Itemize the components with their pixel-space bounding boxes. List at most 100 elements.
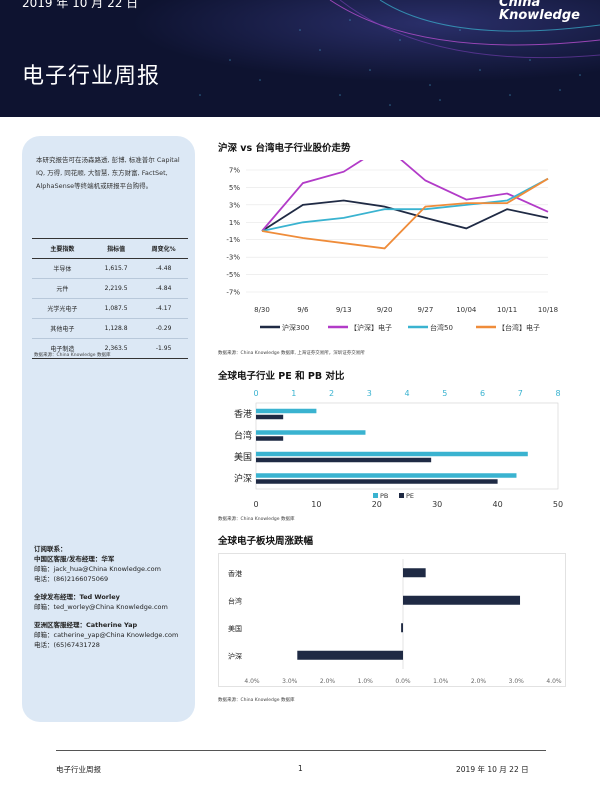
- bar: [401, 623, 403, 633]
- table-cell: 其他电子: [32, 318, 93, 339]
- top-axis-tick-label: 2: [329, 389, 334, 398]
- bar: [256, 408, 317, 414]
- table-cell: -4.48: [139, 258, 188, 279]
- table-cell: 半导体: [32, 258, 93, 279]
- line-chart-source: 数据来源：China Knowledge 数据库, 上海证券交易所，深圳证券交易…: [218, 351, 365, 356]
- x-tick-label: 10/04: [456, 306, 477, 314]
- top-axis-tick-label: 5: [442, 389, 447, 398]
- weekly-change-chart-title: 全球电子板块周涨跌幅: [218, 536, 314, 547]
- top-axis-tick-label: 1: [291, 389, 296, 398]
- x-tick-label: 4.0%: [244, 678, 260, 685]
- bottom-axis-tick-label: 50: [553, 500, 563, 509]
- report-title: 电子行业周报: [22, 64, 161, 89]
- asia-phone: 电话：(65)67431728: [34, 641, 100, 649]
- pe-pb-chart-source: 数据来源：China Knowledge 数据库: [218, 517, 295, 522]
- legend-swatch: [399, 493, 404, 498]
- table-cell: -1.95: [139, 338, 188, 359]
- line-chart-title: 沪深 vs 台湾电子行业股价走势: [218, 143, 351, 154]
- bar: [256, 451, 528, 457]
- table-cell: -4.84: [139, 278, 188, 299]
- footer-title: 电子行业周报: [56, 765, 101, 774]
- top-axis-tick-label: 3: [367, 389, 372, 398]
- category-label: 香港: [234, 408, 252, 420]
- bar: [256, 479, 498, 484]
- bar: [403, 595, 521, 605]
- x-tick-label: 3.0%: [282, 678, 298, 685]
- index-table: 主要指数 指标值 周变化% 半导体 1,615.7 -4.48 元件 2,219…: [32, 238, 188, 359]
- china-email[interactable]: 邮箱：jack_hua@China Knowledge.com: [34, 565, 161, 573]
- series-line: [261, 199, 549, 232]
- logo-line-2: Knowledge: [499, 8, 580, 23]
- x-tick-label: 9/27: [418, 306, 434, 314]
- legend-label: 【台湾】电子: [498, 323, 540, 332]
- china-phone: 电话：(86)2166075069: [34, 575, 109, 583]
- legend-label: 【沪深】电子: [350, 323, 392, 332]
- banner-decoration: [0, 0, 600, 117]
- y-tick-label: 1%: [229, 219, 240, 227]
- table-cell: 电子制造: [32, 338, 93, 359]
- series-line: [261, 177, 549, 232]
- intro-text: 本研究报告可在汤森路透, 彭博, 标准普尔 Capital IQ, 万得, 同花…: [36, 156, 180, 190]
- bottom-axis-tick-label: 10: [311, 500, 321, 509]
- y-tick-label: 7%: [229, 167, 240, 175]
- y-tick-label: -5%: [226, 271, 240, 279]
- y-tick-label: -1%: [226, 236, 240, 244]
- bar: [297, 650, 403, 660]
- x-tick-label: 10/11: [497, 306, 517, 314]
- x-tick-label: 10/18: [538, 306, 558, 314]
- asia-manager: 亚洲区客服经理：Catherine Yap: [34, 621, 138, 629]
- table-row: 光学光电子 1,087.5 -4.17: [32, 298, 188, 319]
- china-knowledge-logo: China Knowledge: [499, 0, 580, 22]
- chart-border: [218, 553, 566, 687]
- table-cell: 光学光电子: [32, 298, 93, 319]
- series-line: [261, 160, 549, 232]
- global-manager: 全球发布经理：Ted Worley: [34, 593, 120, 601]
- top-axis-tick-label: 8: [555, 389, 560, 398]
- table-cell: 1,087.5: [92, 298, 140, 319]
- table-cell: 2,219.5: [92, 278, 140, 299]
- x-tick-label: 4.0%: [546, 678, 562, 685]
- bar: [256, 430, 366, 435]
- table-header: 指标值: [92, 238, 140, 259]
- category-label: 沪深: [228, 651, 242, 660]
- table-row: 电子制造 2,363.5 -1.95: [32, 338, 188, 359]
- y-tick-label: -7%: [226, 289, 240, 297]
- category-label: 沪深: [234, 472, 252, 484]
- bottom-axis-tick-label: 30: [432, 500, 442, 509]
- legend-label: PE: [406, 492, 414, 500]
- contact-title: 订阅联系：: [34, 545, 67, 553]
- weekly-change-bar-chart: 4.0% 3.0% 2.0% 1.0% 0.0% 1.0% 2.0% 3.0% 4.0% 香港台湾…: [218, 553, 566, 687]
- y-tick-label: -3%: [226, 254, 240, 262]
- footer-date: 2019 年 10 月 22 日: [456, 765, 529, 774]
- category-label: 台湾: [228, 596, 242, 605]
- x-tick-label: 3.0%: [509, 678, 525, 685]
- table-source: 数据来源：China Knowledge 数据库: [34, 353, 111, 358]
- china-manager: 中国区客服/发布经理：华军: [34, 555, 115, 563]
- page-number: 1: [298, 764, 303, 773]
- x-tick-label: 9/6: [297, 306, 309, 314]
- category-label: 美国: [228, 624, 242, 633]
- bottom-axis-tick-label: 20: [372, 500, 382, 509]
- weekly-change-chart-source: 数据来源：China Knowledge 数据库: [218, 698, 295, 703]
- table-cell: 2,363.5: [92, 338, 140, 359]
- bottom-axis-tick-label: 40: [493, 500, 503, 509]
- category-label: 台湾: [234, 429, 252, 441]
- asia-email[interactable]: 邮箱：catherine_yap@China Knowledge.com: [34, 631, 179, 639]
- x-tick-label: 1.0%: [358, 678, 374, 685]
- top-axis-tick-label: 7: [518, 389, 523, 398]
- table-cell: -4.17: [139, 298, 188, 319]
- legend-label: 台湾50: [430, 323, 453, 332]
- top-axis-tick-label: 0: [253, 389, 258, 398]
- x-tick-label: 0.0%: [395, 678, 411, 685]
- bar: [256, 457, 432, 463]
- bar: [256, 414, 284, 420]
- table-row: 元件 2,219.5 -4.84: [32, 278, 188, 299]
- stock-trend-line-chart: 7% 5% 3% 1% -1% -3% -5% -7% 8/30 9/6 9/13 9/20 9/27 1…: [226, 160, 558, 332]
- x-tick-label: 9/13: [336, 306, 352, 314]
- table-row: 半导体 1,615.7 -4.48: [32, 258, 188, 279]
- header-banner: 2019 年 10 月 22 日 电子行业周报 China Knowledge: [0, 0, 600, 117]
- sidebar-panel: 本研究报告可在汤森路透, 彭博, 标准普尔 Capital IQ, 万得, 同花…: [22, 136, 195, 722]
- x-tick-label: 1.0%: [433, 678, 449, 685]
- global-email[interactable]: 邮箱：ted_worley@China Knowledge.com: [34, 603, 168, 611]
